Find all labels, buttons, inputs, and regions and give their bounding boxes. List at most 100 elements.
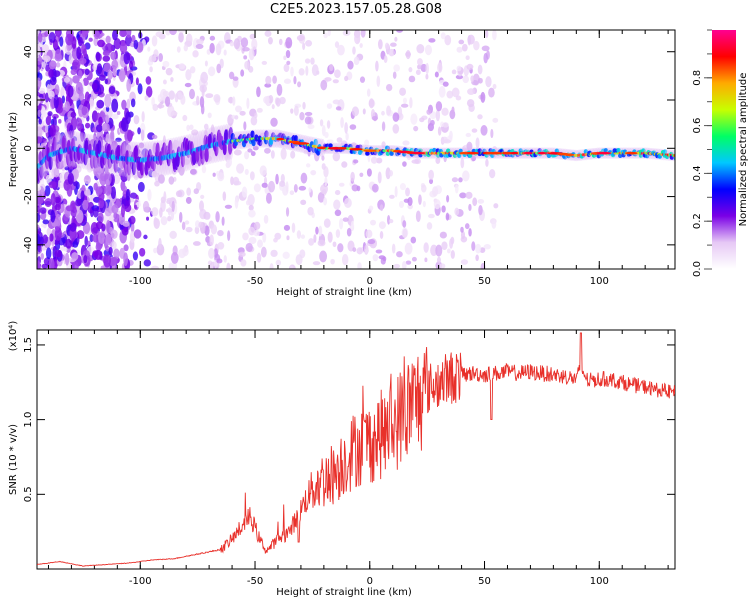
streak-speck xyxy=(98,198,105,209)
ridge-outer xyxy=(257,135,262,143)
noise-speck xyxy=(236,163,245,174)
noise-speck xyxy=(196,38,204,45)
noise-speck xyxy=(307,124,315,130)
noise-speck xyxy=(189,88,195,100)
noise-speck xyxy=(44,92,49,103)
streak-speck xyxy=(76,46,82,60)
noise-speck xyxy=(234,197,239,209)
noise-speck xyxy=(132,251,139,261)
noise-speck xyxy=(205,93,214,99)
noise-speck xyxy=(346,227,352,237)
noise-speck xyxy=(104,78,109,85)
noise-speck xyxy=(234,115,239,120)
noise-speck xyxy=(402,97,408,104)
noise-speck xyxy=(419,117,425,123)
noise-speck xyxy=(319,119,324,127)
noise-speck xyxy=(242,47,250,52)
ridge-peak xyxy=(316,146,327,150)
noise-speck xyxy=(332,241,337,248)
bot-y-tick-label: 0.5 xyxy=(23,486,34,502)
noise-speck xyxy=(192,241,201,246)
noise-speck xyxy=(321,163,326,170)
noise-speck xyxy=(492,30,497,41)
noise-speck xyxy=(386,105,391,116)
noise-speck xyxy=(411,256,417,262)
ridge-outer xyxy=(92,154,98,169)
noise-speck xyxy=(264,147,271,154)
streak-speck xyxy=(81,105,88,116)
streak-speck xyxy=(75,81,83,95)
noise-speck xyxy=(354,33,361,45)
noise-speck xyxy=(147,46,151,52)
noise-speck xyxy=(392,124,400,134)
noise-speck xyxy=(48,32,56,43)
noise-speck xyxy=(162,60,170,68)
noise-speck xyxy=(410,236,417,244)
noise-speck xyxy=(184,220,190,225)
noise-speck xyxy=(203,123,209,130)
noise-speck xyxy=(450,250,455,259)
bot-scale-label: (x10⁴) xyxy=(8,321,19,352)
noise-speck xyxy=(471,241,476,252)
noise-speck xyxy=(468,203,472,212)
noise-speck xyxy=(222,191,227,201)
noise-speck xyxy=(451,87,460,98)
streak-speck xyxy=(107,70,113,80)
noise-speck xyxy=(377,171,382,184)
noise-speck xyxy=(339,218,344,230)
noise-speck xyxy=(265,192,272,204)
noise-speck xyxy=(297,81,302,88)
noise-speck xyxy=(408,67,413,73)
noise-speck xyxy=(417,64,422,70)
noise-speck xyxy=(212,172,216,177)
noise-speck xyxy=(401,260,407,269)
noise-speck xyxy=(458,39,465,45)
noise-speck xyxy=(92,207,99,218)
ridge-outer xyxy=(250,130,255,138)
noise-speck xyxy=(364,248,369,253)
snr-panel: -100 -50 0 50 100 Height of straight line (km… xyxy=(8,321,676,598)
streak-speck xyxy=(67,85,74,98)
noise-speck xyxy=(491,219,497,229)
bot-y-axis-label: SNR (10 * v/v) xyxy=(8,424,19,495)
streak-speck xyxy=(110,51,117,61)
noise-speck xyxy=(477,77,483,84)
noise-speck xyxy=(313,234,317,243)
noise-speck xyxy=(455,95,462,101)
bot-x-tick-label: -50 xyxy=(247,576,263,587)
noise-speck xyxy=(140,122,146,134)
noise-speck xyxy=(41,43,50,53)
noise-speck xyxy=(217,241,225,250)
noise-speck xyxy=(38,87,46,94)
noise-speck xyxy=(153,247,158,254)
streak-speck xyxy=(92,234,100,243)
noise-speck xyxy=(449,130,453,140)
noise-speck xyxy=(357,262,362,269)
streak-speck xyxy=(98,74,106,81)
noise-speck xyxy=(324,176,328,186)
noise-speck xyxy=(426,222,433,230)
noise-speck xyxy=(441,241,448,251)
snr-series xyxy=(37,332,675,567)
noise-speck xyxy=(384,42,390,50)
noise-speck xyxy=(89,234,94,243)
streak-speck xyxy=(91,82,98,91)
noise-speck xyxy=(111,113,119,120)
noise-speck xyxy=(338,182,345,187)
noise-speck xyxy=(413,125,419,132)
noise-speck xyxy=(293,76,297,85)
noise-speck xyxy=(341,253,349,266)
noise-speck xyxy=(483,52,488,64)
streak-speck xyxy=(54,203,61,211)
noise-speck xyxy=(489,168,496,179)
streak-speck xyxy=(95,221,104,230)
noise-speck xyxy=(142,200,150,213)
ridge-outer xyxy=(384,145,390,151)
noise-speck xyxy=(245,242,253,253)
noise-speck xyxy=(85,122,91,129)
noise-speck xyxy=(185,69,192,81)
ridge-peak xyxy=(292,142,309,145)
noise-speck xyxy=(317,239,326,247)
noise-speck xyxy=(63,246,68,252)
noise-speck xyxy=(383,55,388,63)
